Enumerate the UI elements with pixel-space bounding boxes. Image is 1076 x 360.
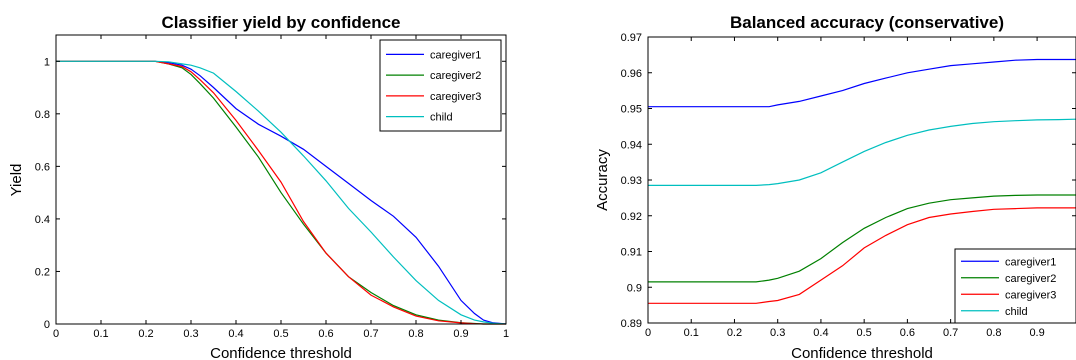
legend-label-caregiver2: caregiver2 xyxy=(1005,273,1056,285)
legend-label-caregiver1: caregiver1 xyxy=(430,49,481,61)
legend-label-child: child xyxy=(430,112,453,124)
x-tick-label: 0.1 xyxy=(684,327,699,339)
y-tick-label: 0.89 xyxy=(621,318,642,330)
x-tick-label: 0.2 xyxy=(727,327,742,339)
x-axis-label: Confidence threshold xyxy=(210,345,352,360)
x-tick-label: 0.6 xyxy=(318,328,333,340)
chart-title: Balanced accuracy (conservative) xyxy=(730,13,1004,32)
x-tick-label: 0.8 xyxy=(408,328,423,340)
x-tick-label: 0.4 xyxy=(228,328,243,340)
x-tick-label: 0.9 xyxy=(453,328,468,340)
series-line-child xyxy=(648,118,1076,186)
series-line-caregiver2 xyxy=(648,194,1076,283)
x-tick-label: 0 xyxy=(645,327,651,339)
x-tick-label: 0.7 xyxy=(943,327,958,339)
legend-label-caregiver3: caregiver3 xyxy=(430,91,481,103)
legend: caregiver1 caregiver2 caregiver3 child xyxy=(379,39,502,132)
y-tick-label: 0.8 xyxy=(35,109,50,121)
y-tick-label: 0.93 xyxy=(621,175,642,187)
y-tick-label: 0.96 xyxy=(621,68,642,80)
legend-label-caregiver2: caregiver2 xyxy=(430,70,481,82)
x-axis-label: Confidence threshold xyxy=(791,345,933,360)
series-line-caregiver3 xyxy=(648,207,1076,304)
y-tick-label: 0 xyxy=(44,319,50,331)
legend-label-caregiver1: caregiver1 xyxy=(1005,256,1056,268)
x-tick-label: 0.5 xyxy=(273,328,288,340)
series-line-caregiver1 xyxy=(648,58,1076,108)
y-tick-label: 0.9 xyxy=(627,282,642,294)
legend-label-caregiver3: caregiver3 xyxy=(1005,289,1056,301)
y-tick-label: 0.6 xyxy=(35,161,50,173)
y-axis-label: Yield xyxy=(8,164,25,197)
x-tick-label: 0.5 xyxy=(857,327,872,339)
series-line-child xyxy=(56,60,507,325)
x-tick-label: 0.6 xyxy=(900,327,915,339)
y-tick-label: 0.91 xyxy=(621,247,642,259)
yield-chart: Classifier yield by confidence 0 0.1 0.2 0.… xyxy=(8,13,509,360)
x-tick-label: 0 xyxy=(53,328,59,340)
y-axis-label: Accuracy xyxy=(594,149,611,211)
x-tick-label: 0.3 xyxy=(770,327,785,339)
x-tick-label: 0.3 xyxy=(183,328,198,340)
legend: caregiver1 caregiver2 caregiver3 child xyxy=(954,248,1076,324)
accuracy-chart: Balanced accuracy (conservative) 0 0.1 0.2… xyxy=(594,13,1076,360)
x-tick-label: 0.9 xyxy=(1029,327,1044,339)
x-tick-label: 0.2 xyxy=(138,328,153,340)
x-tick-label: 0.4 xyxy=(813,327,828,339)
y-tick-label: 0.97 xyxy=(621,32,642,44)
x-tick-label: 0.1 xyxy=(93,328,108,340)
x-tick-label: 0.8 xyxy=(986,327,1001,339)
chart-title: Classifier yield by confidence xyxy=(161,13,400,32)
y-tick-label: 1 xyxy=(44,56,50,68)
y-tick-label: 0.92 xyxy=(621,211,642,223)
y-tick-label: 0.4 xyxy=(35,214,50,226)
x-tick-label: 0.7 xyxy=(363,328,378,340)
x-tick-label: 1 xyxy=(503,328,509,340)
legend-label-child: child xyxy=(1005,306,1028,318)
y-tick-label: 0.94 xyxy=(621,139,642,151)
legend-box xyxy=(379,39,502,132)
y-tick-label: 0.95 xyxy=(621,104,642,116)
y-tick-label: 0.2 xyxy=(35,266,50,278)
